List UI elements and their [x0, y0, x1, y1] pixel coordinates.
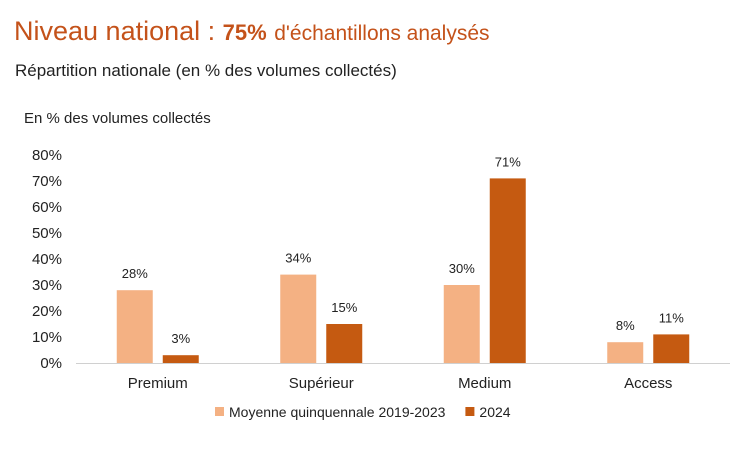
bar: [653, 334, 690, 363]
legend-swatch: [215, 407, 224, 416]
bar: [280, 274, 317, 363]
x-tick-label: Medium: [458, 375, 511, 392]
page-title: Niveau national : 75% d'échantillons ana…: [14, 16, 490, 47]
x-tick-label: Premium: [128, 375, 188, 392]
bar: [443, 285, 480, 363]
y-tick-label: 80%: [32, 147, 62, 164]
y-tick-label: 30%: [32, 277, 62, 294]
y-tick-label: 70%: [32, 173, 62, 190]
legend-label: 2024: [479, 404, 510, 420]
y-tick-label: 60%: [32, 199, 62, 216]
page-subtitle: Répartition nationale (en % des volumes …: [15, 61, 397, 80]
bar-chart: En % des volumes collectés 0% 10% 20% 30% 40%…: [24, 110, 730, 420]
y-tick-label: 40%: [32, 251, 62, 268]
bar: [116, 290, 153, 363]
data-label: 8%: [616, 318, 635, 333]
x-tick-label: Access: [624, 375, 672, 392]
legend-swatch: [465, 407, 475, 416]
data-label: 15%: [331, 300, 357, 315]
title-highlight: 75%: [222, 20, 267, 45]
bar: [162, 355, 199, 363]
y-tick-label: 10%: [32, 329, 62, 346]
title-main: Niveau national :: [14, 16, 216, 46]
title-rest: d'échantillons analysés: [274, 22, 490, 45]
x-tick-label: Supérieur: [289, 375, 354, 392]
data-label: 30%: [449, 261, 475, 276]
data-label: 34%: [285, 251, 311, 266]
y-tick-label: 20%: [32, 303, 62, 320]
data-label: 11%: [659, 310, 684, 325]
y-tick-label: 0%: [40, 355, 62, 372]
legend-label: Moyenne quinquennale 2019-2023: [229, 404, 446, 420]
data-label: 3%: [171, 331, 190, 346]
y-tick-label: 50%: [32, 225, 62, 242]
bar: [607, 342, 644, 363]
y-axis-title: En % des volumes collectés: [24, 110, 211, 127]
bar: [326, 324, 363, 363]
data-label: 71%: [495, 154, 521, 169]
data-label: 28%: [122, 266, 148, 281]
bar: [489, 178, 526, 363]
